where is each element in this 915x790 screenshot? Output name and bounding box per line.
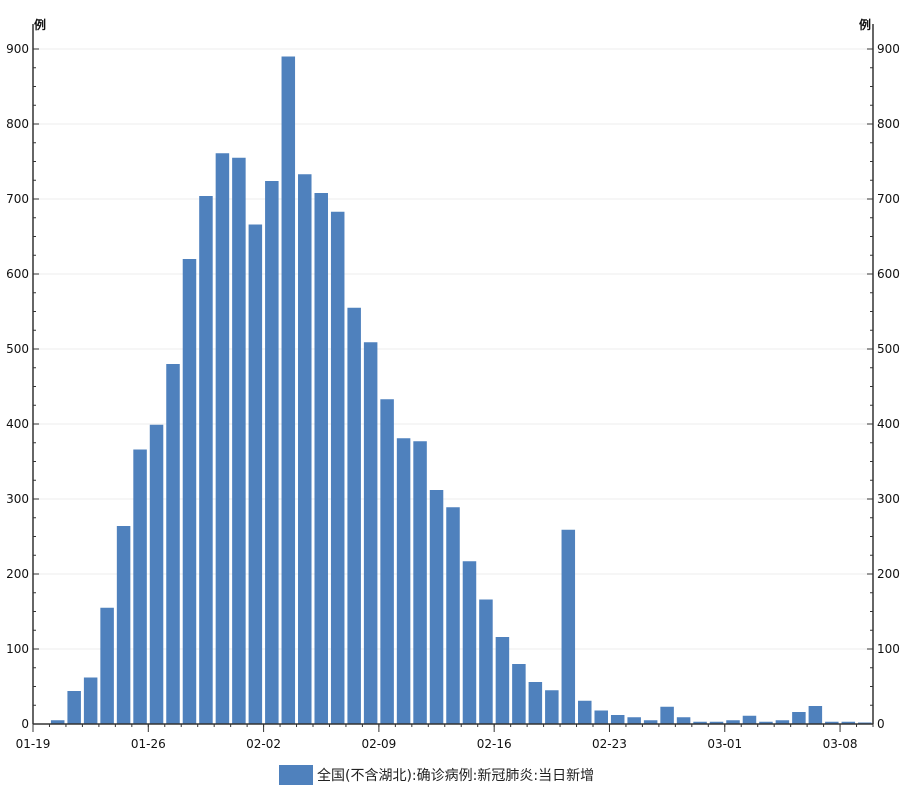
bar <box>742 715 757 724</box>
x-tick-label: 03-01 <box>707 737 742 751</box>
bar <box>182 259 197 724</box>
y-tick-label-right: 400 <box>877 417 900 431</box>
y-tick-label-left: 700 <box>6 192 29 206</box>
bar <box>808 706 823 724</box>
y-tick-label-right: 800 <box>877 117 900 131</box>
bar <box>841 721 856 724</box>
bar <box>495 637 510 724</box>
legend-swatch <box>279 765 313 785</box>
y-tick-label-left: 300 <box>6 492 29 506</box>
y-tick-label-right: 600 <box>877 267 900 281</box>
y-tick-label-right: 300 <box>877 492 900 506</box>
bar <box>363 342 378 724</box>
x-tick-label: 02-02 <box>246 737 281 751</box>
bar <box>265 181 279 724</box>
y-tick-label-left: 800 <box>6 117 29 131</box>
bar <box>281 56 296 724</box>
bar <box>643 720 658 724</box>
y-axis-right-ticks: 0 100 200 300 400 500 600 700 800 900 <box>867 42 900 731</box>
bar <box>100 607 114 724</box>
x-tick-label: 01-26 <box>131 737 166 751</box>
bar <box>413 441 427 724</box>
y-tick-label-right: 700 <box>877 192 900 206</box>
y-tick-label-left: 0 <box>21 717 29 731</box>
bar <box>330 211 345 724</box>
bar <box>759 721 773 724</box>
y-tick-label-right: 200 <box>877 567 900 581</box>
x-axis-ticks: 01-19 01-26 02-02 02-09 02-16 02-23 03-01 03-08 <box>16 724 874 751</box>
bar <box>676 717 691 724</box>
bar <box>133 449 147 724</box>
y-tick-label-right: 500 <box>877 342 900 356</box>
axes <box>32 24 874 725</box>
bar <box>479 599 493 724</box>
bar <box>199 196 213 724</box>
y-tick-label-right: 0 <box>877 717 885 731</box>
bar <box>512 664 526 724</box>
bar <box>67 691 81 724</box>
bar <box>314 193 328 724</box>
y-axis-left-ticks: 0 100 200 300 400 500 600 700 800 900 <box>6 42 39 731</box>
bar <box>792 712 806 724</box>
y-tick-label-left: 200 <box>6 567 29 581</box>
bar <box>545 690 559 724</box>
x-tick-label: 02-16 <box>477 737 512 751</box>
bar <box>215 153 230 724</box>
y-unit-left: 例 <box>34 17 46 32</box>
bar <box>775 720 790 724</box>
bar <box>298 174 312 724</box>
bar <box>347 307 361 724</box>
bar <box>232 157 246 724</box>
y-tick-label-left: 100 <box>6 642 29 656</box>
x-tick-label: 01-19 <box>16 737 51 751</box>
bar <box>709 721 724 724</box>
y-tick-label-right: 900 <box>877 42 900 56</box>
bar <box>248 224 263 724</box>
bar <box>693 721 707 724</box>
x-tick-label: 02-23 <box>592 737 627 751</box>
legend-label: 全国(不含湖北):确诊病例:新冠肺炎:当日新增 <box>317 768 595 784</box>
legend: 全国(不含湖北):确诊病例:新冠肺炎:当日新增 <box>279 764 594 786</box>
y-tick-label-left: 900 <box>6 42 29 56</box>
y-unit-right: 例 <box>859 17 871 32</box>
bar <box>528 682 543 724</box>
bars <box>50 56 872 724</box>
bar <box>429 490 444 724</box>
y-tick-label-right: 100 <box>877 642 900 656</box>
bar <box>627 717 641 724</box>
bar <box>726 720 740 724</box>
bar <box>149 424 164 724</box>
bar <box>116 526 131 724</box>
bar <box>610 715 625 724</box>
y-tick-label-left: 400 <box>6 417 29 431</box>
bar <box>594 710 608 724</box>
bar <box>561 529 576 724</box>
bar <box>462 561 477 724</box>
x-tick-label: 03-08 <box>823 737 858 751</box>
x-tick-label: 02-09 <box>361 737 396 751</box>
bar <box>50 720 65 724</box>
bar <box>446 507 460 724</box>
bar <box>380 399 394 724</box>
bar <box>578 700 592 724</box>
bar <box>166 364 180 724</box>
y-tick-label-left: 500 <box>6 342 29 356</box>
bar <box>396 438 411 724</box>
y-tick-label-left: 600 <box>6 267 29 281</box>
bar <box>83 677 98 724</box>
bar <box>660 706 674 724</box>
bar <box>825 721 839 724</box>
